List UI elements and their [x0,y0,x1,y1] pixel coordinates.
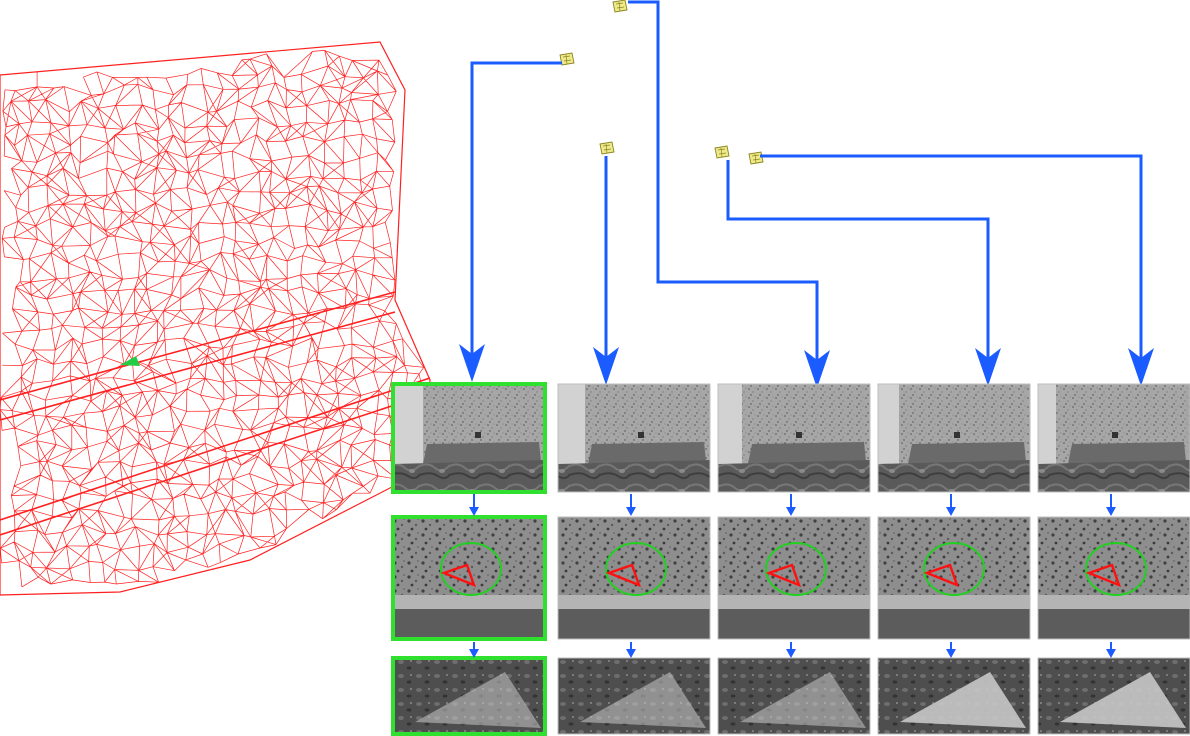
arrow-down-icon [626,507,636,516]
patch-triangle [765,563,802,588]
thumbnail-frame [1037,383,1190,493]
selected-frame [391,656,547,736]
wireframe-mesh [0,41,431,596]
camera-icon [748,151,764,165]
scene-target [796,432,802,438]
thumbnail-frame [877,657,1031,735]
view-connectors [459,0,1154,388]
view-column [717,383,871,735]
scene-floor [878,460,1030,492]
rectified-triangle [415,672,541,728]
rectified-triangle [740,672,866,728]
thumbnail-frame [877,383,1031,493]
scene-ledge [588,442,706,464]
arrow-down-icon [975,348,1001,386]
thumbnail-frame [557,383,711,493]
rectified-triangle [580,672,706,728]
camera-icon [559,52,575,66]
patch-ledge-edge [558,595,710,609]
patch-ledge-edge [718,595,870,609]
view-column [557,383,711,735]
scene-ledge [908,442,1026,464]
scene-floor [393,460,545,492]
patch-triangle [1085,563,1122,588]
view-column [391,382,547,736]
scene-ledge [1068,442,1186,464]
arrow-down-icon [593,347,619,385]
thumbnail-frame [1037,657,1190,735]
scene-target [638,432,644,438]
arrow-down-icon [946,507,956,516]
camera-icon [714,145,730,159]
thumbnail-frame [717,516,871,640]
selected-frame [391,382,547,494]
camera-icon [599,141,615,155]
rectified-triangle [900,672,1026,728]
patch-ledge-edge [1038,595,1190,609]
arrow-down-icon [469,649,479,658]
patch-ledge [878,609,1030,639]
thumbnail-frame [717,383,871,493]
patch-ledge [393,609,545,639]
arrow-down-icon [1128,348,1154,386]
patch-ledge [558,609,710,639]
arrow-down-icon [946,649,956,658]
match-circle [1085,542,1147,596]
view-column [877,383,1031,735]
thumbnail-frame [877,516,1031,640]
patch-ledge-edge [393,595,545,609]
arrow-down-icon [786,649,796,658]
connector-line [628,0,819,362]
camera-icons [559,0,764,165]
match-circle [440,542,502,596]
selected-frame [391,515,547,641]
patch-ledge [1038,609,1190,639]
match-circle [605,542,667,596]
match-circle [765,542,827,596]
arrow-down-icon [1106,507,1116,516]
scene-floor [558,460,710,492]
camera-icon [612,0,628,13]
patch-ledge [718,609,870,639]
scene-target [475,432,481,438]
mesh-edges [0,50,425,588]
thumbnail-frame [717,657,871,735]
arrow-down-icon [786,507,796,516]
view-column [1037,383,1190,735]
scene-target [1112,432,1118,438]
thumbnail-frame [1037,516,1190,640]
patch-ledge-edge [878,595,1030,609]
scene-floor [1038,460,1190,492]
arrow-down-icon [804,350,830,388]
patch-triangle [440,563,477,588]
scene-floor [718,460,870,492]
arrow-down-icon [459,344,485,382]
mesh-ridges [0,291,431,536]
connector-line [726,160,990,360]
arrow-down-icon [1106,649,1116,658]
patch-triangle [605,563,642,588]
arrow-down-icon [469,507,479,516]
scene-ledge [423,442,541,464]
view-thumbnails [391,382,1190,736]
patch-triangle [923,563,960,588]
thumbnail-frame [557,516,711,640]
scene-target [954,432,960,438]
rectified-triangle [1060,672,1186,728]
thumbnail-frame [557,657,711,735]
match-circle [923,542,985,596]
connector-line [760,154,1143,360]
mesh-marker [120,356,140,366]
arrow-down-icon [626,649,636,658]
scene-ledge [748,442,866,464]
connector-line [470,61,562,356]
